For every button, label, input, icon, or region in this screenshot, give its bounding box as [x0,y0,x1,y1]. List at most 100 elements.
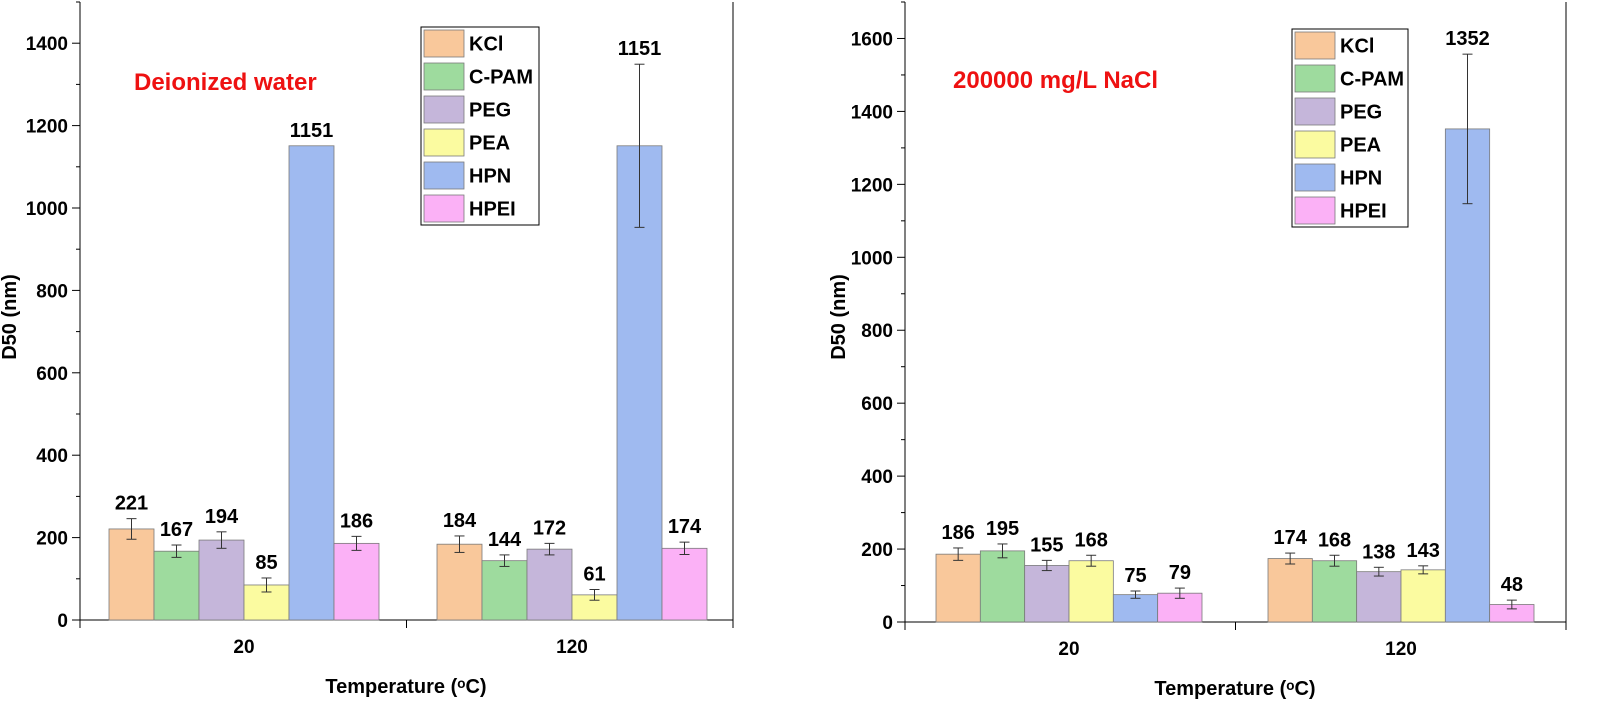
bar [108,528,155,621]
x-tick-label: 20 [1058,639,1079,660]
data-label: 186 [941,522,974,544]
y-tick-label: 0 [882,613,893,634]
legend-label: PEG [1340,102,1382,124]
data-label: 186 [340,510,373,532]
legend-label: PEG [469,100,511,122]
legend-swatch [1294,130,1336,159]
legend: KCl C-PAM PEG PEA HPN HPEI [420,26,540,226]
data-label: 184 [443,510,477,532]
panel-title: Deionized water [134,69,317,96]
chart-panel-2: 0 200 400 600 800 1000 1200 1400 1600 20 120 186 174… [828,1,1567,700]
legend-label: KCl [469,34,503,56]
bar [1311,560,1358,623]
y-tick-label: 0 [57,611,68,632]
y-tick-label: 200 [36,529,68,550]
data-label: 172 [533,517,566,539]
legend-swatch [423,161,465,190]
y-tick-label: 400 [36,446,68,467]
bar [935,553,981,623]
data-label: 48 [1501,574,1523,596]
data-label: 138 [1362,541,1395,563]
y-tick-label: 600 [36,364,68,385]
legend-label: HPEI [1340,201,1387,223]
legend-swatch [423,29,465,58]
data-label: 168 [1074,529,1107,551]
y-axis-title: D50 (nm) [828,274,850,360]
bar [198,539,245,621]
legend-swatch [1294,31,1336,60]
data-label: 174 [668,516,702,538]
bar [979,550,1026,623]
data-label: 155 [1030,534,1063,556]
legend-label: C-PAM [469,67,533,89]
legend-label: KCl [1340,36,1374,58]
y-tick-label: 800 [861,321,893,342]
data-label: 168 [1318,529,1351,551]
legend-swatch [423,95,465,124]
y-tick-label: 1600 [851,29,893,50]
data-label: 1352 [1445,28,1490,50]
x-tick-label: 120 [1385,639,1417,660]
data-label: 221 [115,493,148,515]
y-tick-label: 800 [36,281,68,302]
legend-swatch [423,62,465,91]
bar [1267,558,1313,623]
legend-swatch [1294,97,1336,126]
y-tick-label: 1400 [26,34,68,55]
legend-label: HPEI [469,199,516,221]
bar [1400,569,1446,623]
x-axis-title: Temperature (ᵒC) [1154,678,1315,700]
legend-label: PEA [469,133,510,155]
legend-swatch [1294,163,1336,192]
data-label: 144 [488,529,522,551]
legend-label: HPN [1340,168,1382,190]
data-label: 1151 [618,38,661,60]
bar [153,550,200,621]
y-tick-label: 600 [861,394,893,415]
bar [661,547,708,621]
y-tick-label: 1200 [26,117,68,138]
bar [1068,560,1114,623]
legend-swatch [423,194,465,223]
y-tick-label: 1000 [851,248,893,269]
bar [1356,571,1402,623]
y-tick-label: 1200 [851,175,893,196]
y-tick-label: 1400 [851,102,893,123]
chart-panel-1: 0 200 400 600 800 1000 1200 1400 20 120 221 184 167 1… [0,1,734,698]
legend-label: C-PAM [1340,69,1404,91]
bar [1024,565,1070,623]
x-tick-label: 20 [233,637,254,658]
legend-swatch [1294,64,1336,93]
data-label: 75 [1124,565,1146,587]
legend-label: PEA [1340,135,1381,157]
panel-title: 200000 mg/L NaCl [953,67,1158,94]
data-label: 61 [583,564,605,586]
data-label: 1151 [290,120,333,142]
y-axis-title: D50 (nm) [0,274,21,360]
bar [288,145,335,621]
bar [436,543,483,621]
data-label: 174 [1273,527,1307,549]
x-tick-label: 120 [556,637,588,658]
legend-swatch [1294,196,1336,225]
legend-swatch [423,128,465,157]
data-label: 143 [1406,540,1439,562]
data-label: 194 [205,506,239,528]
data-label: 167 [160,519,193,541]
legend-box [1291,28,1409,228]
legend-label: HPN [469,166,511,188]
legend: KCl C-PAM PEG PEA HPN HPEI [1291,28,1409,228]
data-label: 195 [986,518,1019,540]
data-label: 79 [1169,562,1191,584]
legend-box [420,26,540,226]
y-tick-label: 200 [861,540,893,561]
bar [333,542,380,621]
x-axis-title: Temperature (ᵒC) [325,676,486,698]
y-tick-label: 400 [861,467,893,488]
bar [526,548,573,621]
data-label: 85 [255,552,277,574]
bar [1112,594,1159,623]
bar [481,560,528,621]
y-tick-label: 1000 [26,199,68,220]
